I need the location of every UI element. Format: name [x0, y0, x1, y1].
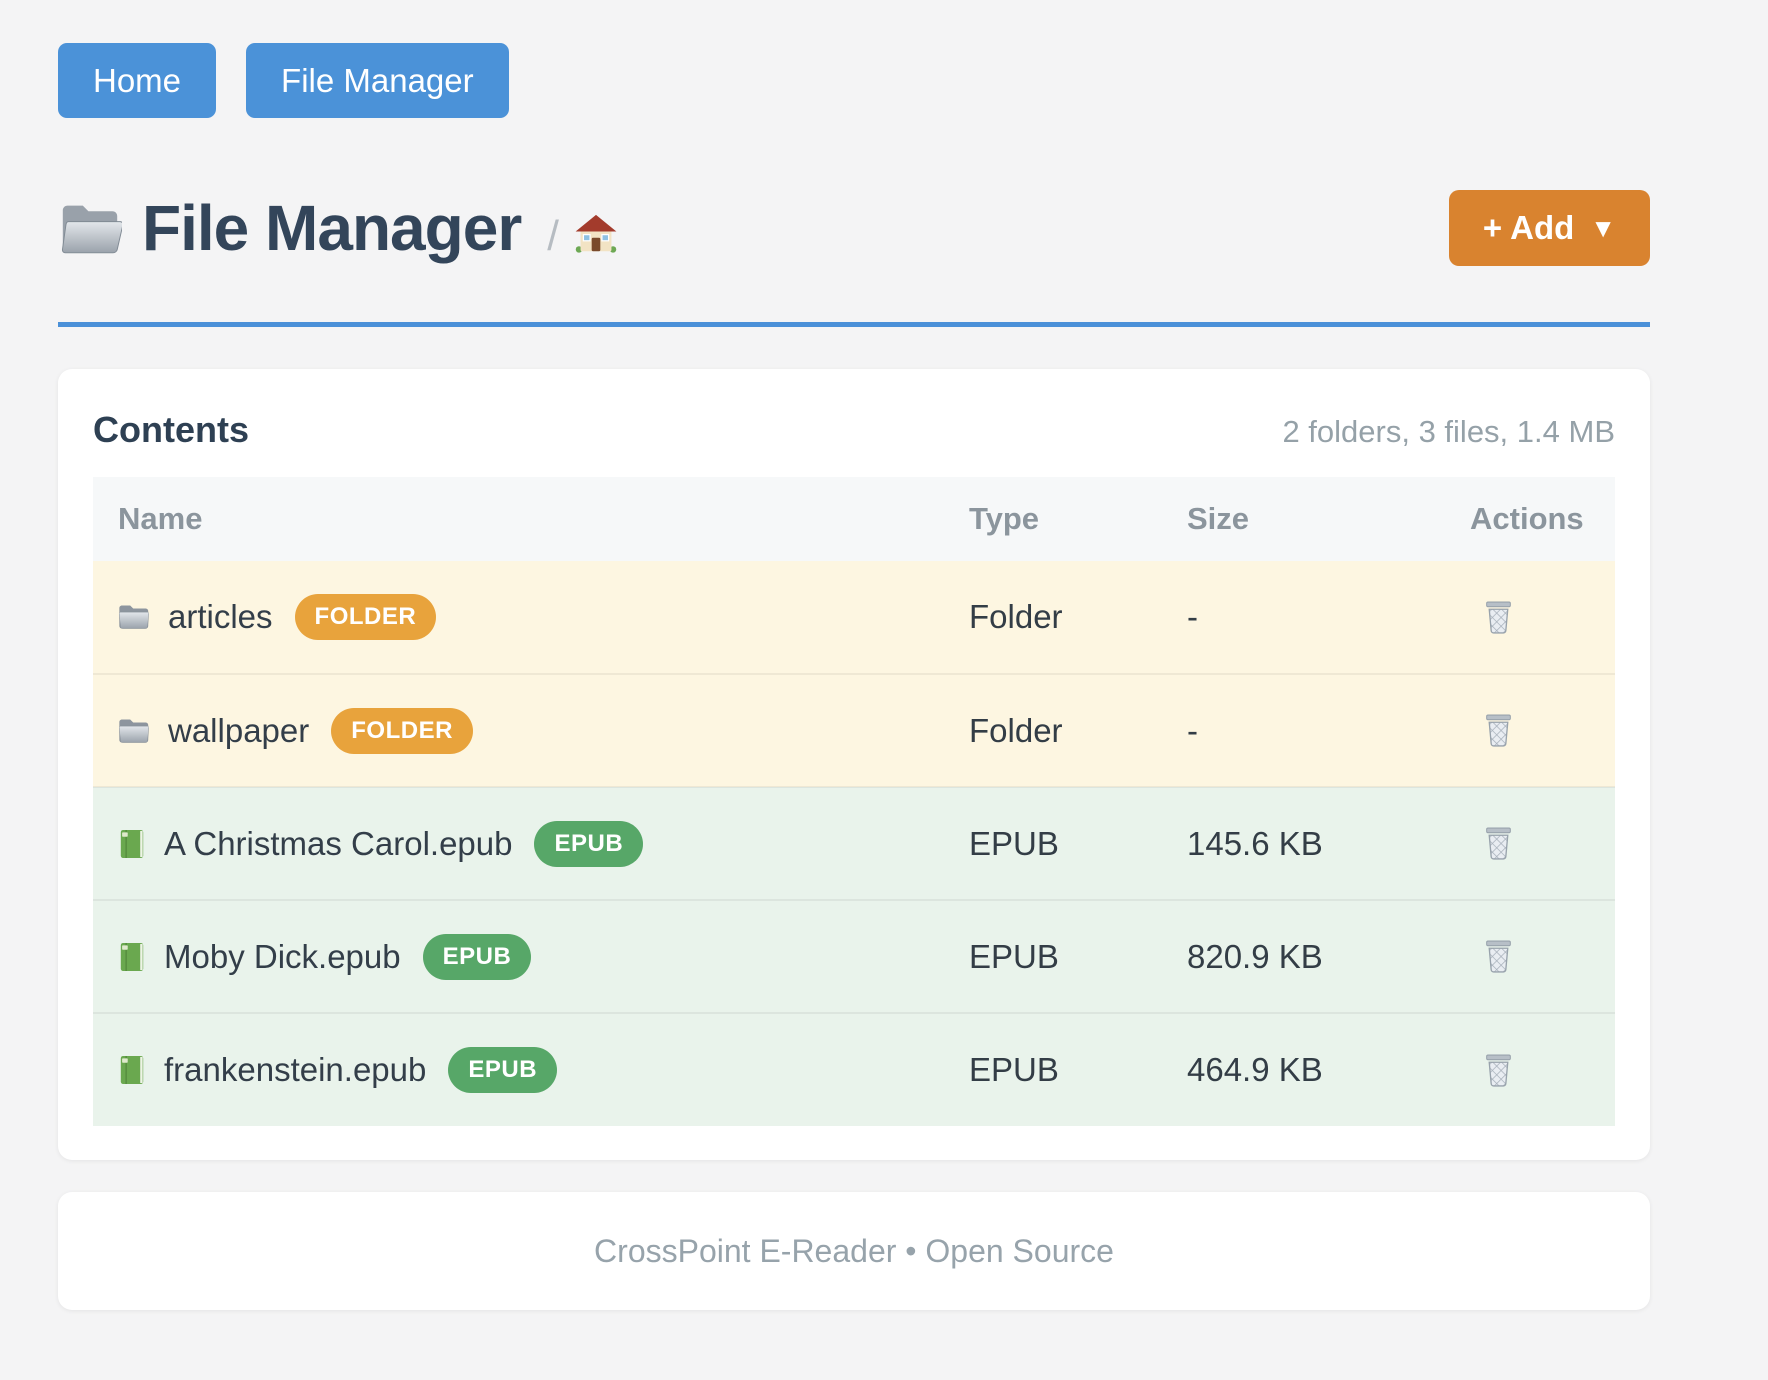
caret-down-icon: ▼ [1590, 212, 1616, 243]
column-header-actions: Actions [1470, 477, 1615, 561]
epub-badge: EPUB [448, 1047, 558, 1093]
item-name-link[interactable]: A Christmas Carol.epub [164, 824, 513, 862]
top-nav: Home File Manager [58, 43, 1650, 118]
wastebasket-icon [1486, 714, 1511, 747]
table-row: Moby Dick.epub EPUB EPUB 820.9 KB [93, 899, 1615, 1013]
folder-icon [118, 717, 150, 745]
column-header-type: Type [969, 477, 1187, 561]
delete-button[interactable] [1470, 1053, 1514, 1088]
type-cell: Folder [969, 673, 1187, 787]
breadcrumb-home-link[interactable] [575, 214, 617, 259]
table-row: articles FOLDER Folder - [93, 561, 1615, 674]
column-header-size: Size [1187, 477, 1470, 561]
epub-badge: EPUB [422, 933, 532, 980]
folder-icon [118, 603, 150, 631]
size-cell: 820.9 KB [1187, 899, 1470, 1013]
delete-button[interactable] [1470, 826, 1514, 861]
type-cell: EPUB [969, 786, 1187, 900]
folder-badge: FOLDER [294, 594, 437, 640]
contents-table: Name Type Size Actions a [93, 477, 1615, 1126]
delete-button[interactable] [1470, 600, 1514, 635]
item-name-link[interactable]: frankenstein.epub [164, 1051, 427, 1088]
column-header-name: Name [93, 477, 969, 561]
wastebasket-icon [1486, 827, 1511, 860]
nav-file-manager-button[interactable]: File Manager [246, 43, 509, 118]
delete-button[interactable] [1470, 939, 1514, 974]
contents-heading: Contents [93, 409, 249, 450]
page-title: File Manager [142, 192, 522, 264]
item-name-link[interactable]: articles [168, 598, 273, 635]
add-button[interactable]: + Add ▼ [1448, 190, 1650, 266]
book-icon [118, 1054, 146, 1086]
type-cell: EPUB [969, 899, 1187, 1013]
contents-summary: 2 folders, 3 files, 1.4 MB [1282, 414, 1615, 449]
wastebasket-icon [1486, 1054, 1511, 1087]
title-divider-rule [58, 322, 1650, 327]
nav-home-button[interactable]: Home [58, 43, 217, 118]
book-icon [118, 941, 146, 973]
page-header: File Manager / + Add ▼ [58, 190, 1650, 266]
book-icon [118, 828, 146, 860]
size-cell: 145.6 KB [1187, 786, 1470, 900]
footer: CrossPoint E-Reader • Open Source [58, 1192, 1650, 1310]
table-header-row: Name Type Size Actions [93, 477, 1615, 561]
epub-badge: EPUB [534, 820, 644, 867]
open-folder-icon [58, 200, 122, 256]
type-cell: Folder [969, 561, 1187, 674]
folder-badge: FOLDER [331, 707, 473, 754]
house-icon [575, 214, 617, 259]
delete-button[interactable] [1470, 713, 1514, 748]
contents-card: Contents 2 folders, 3 files, 1.4 MB Name… [58, 369, 1650, 1160]
table-row: wallpaper FOLDER Folder - [93, 673, 1615, 787]
table-row: frankenstein.epub EPUB EPUB 464.9 KB [93, 1012, 1615, 1126]
add-button-label: + Add [1482, 209, 1575, 246]
item-name-link[interactable]: wallpaper [168, 711, 310, 749]
wastebasket-icon [1486, 601, 1511, 634]
size-cell: - [1187, 673, 1470, 787]
table-row: A Christmas Carol.epub EPUB EPUB 145.6 K… [93, 786, 1615, 900]
type-cell: EPUB [969, 1012, 1187, 1126]
footer-text: CrossPoint E-Reader • Open Source [594, 1232, 1114, 1269]
wastebasket-icon [1486, 940, 1511, 973]
contents-card-header: Contents 2 folders, 3 files, 1.4 MB [93, 409, 1615, 451]
size-cell: - [1187, 561, 1470, 674]
breadcrumb-separator: / [547, 212, 559, 259]
page: Home File Manager File Manager / [58, 43, 1650, 1310]
item-name-link[interactable]: Moby Dick.epub [164, 937, 401, 975]
size-cell: 464.9 KB [1187, 1012, 1470, 1126]
